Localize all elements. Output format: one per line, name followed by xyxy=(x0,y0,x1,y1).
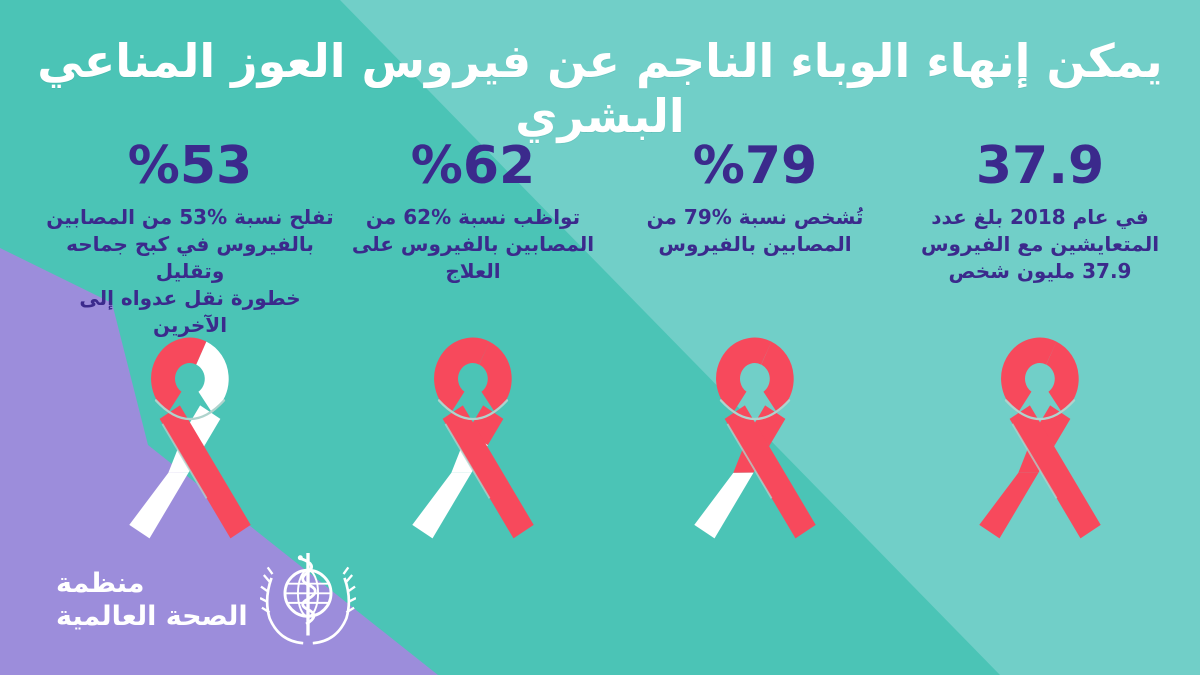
stat-line: خطورة نقل عدواه إلى الآخرين xyxy=(79,286,301,337)
aids-ribbon-icon xyxy=(694,337,816,539)
ribbon-knot-hairline xyxy=(437,399,509,421)
page-title: يمكن إنهاء الوباء الناجم عن فيروس العوز … xyxy=(37,34,1163,144)
stat-line: المتعايشين مع الفيروس xyxy=(920,232,1160,256)
who-logo: منظمة الصحة العالمية xyxy=(56,548,356,652)
who-logo-text: منظمة الصحة العالمية xyxy=(56,567,248,633)
stat-value: %79 xyxy=(692,136,818,196)
stat-description: تُشخص نسبة %79 من المصابين بالفيروس xyxy=(605,204,905,258)
stat-line: المصابين بالفيروس xyxy=(658,232,852,256)
stat-line: العلاج xyxy=(445,259,501,283)
stat-description: في عام 2018 بلغ عدد المتعايشين مع الفيرو… xyxy=(890,204,1190,285)
ribbon-cross-hairline xyxy=(1011,423,1058,499)
stat-line: تُشخص نسبة %79 من xyxy=(646,205,864,229)
ribbon-knot-hairline xyxy=(154,399,226,421)
ribbon-cross-hairline xyxy=(161,423,208,499)
aids-ribbon-icon xyxy=(129,337,251,539)
stat-column-53: %53 تفلح نسبة %53 من المصابين بالفيروس ف… xyxy=(40,138,340,568)
stat-column-79: %79 تُشخص نسبة %79 من المصابين بالفيروس xyxy=(605,138,905,568)
stat-description: تواظب نسبة %62 من المصابين بالفيروس على … xyxy=(323,204,623,285)
stat-value: %62 xyxy=(410,136,536,196)
stat-description: تفلح نسبة %53 من المصابين بالفيروس في كب… xyxy=(40,204,340,339)
teal-diagonal-shape xyxy=(0,0,1000,675)
ribbon-knot-hairline xyxy=(1004,399,1076,421)
stat-value: %53 xyxy=(127,136,253,196)
ribbon-knot-hairline xyxy=(719,399,791,421)
stat-value: 37.9 xyxy=(975,136,1105,196)
purple-corner-triangle xyxy=(0,248,438,675)
aids-ribbon-icon xyxy=(412,337,534,539)
aids-ribbon-icon xyxy=(979,337,1101,539)
ribbon-cross-hairline xyxy=(444,423,491,499)
stat-column-62: %62 تواظب نسبة %62 من المصابين بالفيروس … xyxy=(323,138,623,568)
stat-line: في عام 2018 بلغ عدد xyxy=(931,205,1149,229)
stat-line: 37.9 مليون شخص xyxy=(948,259,1132,283)
stat-line: المصابين بالفيروس على xyxy=(351,232,595,256)
stat-line: تفلح نسبة %53 من المصابين xyxy=(46,205,334,229)
who-name-line1: منظمة xyxy=(56,568,145,599)
stat-line: بالفيروس في كبح جماحه وتقليل xyxy=(66,232,314,283)
stat-column-37-9: 37.9 في عام 2018 بلغ عدد المتعايشين مع ا… xyxy=(890,138,1190,568)
who-name-line2: الصحة العالمية xyxy=(56,601,248,632)
who-emblem-icon xyxy=(259,552,356,645)
ribbon-cross-hairline xyxy=(726,423,773,499)
stat-line: تواظب نسبة %62 من xyxy=(365,205,581,229)
